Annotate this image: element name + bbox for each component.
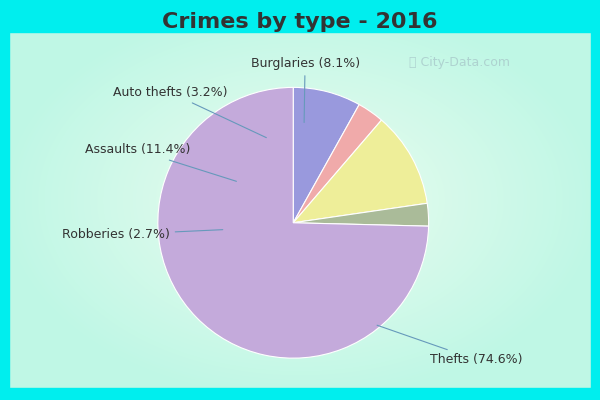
Text: Thefts (74.6%): Thefts (74.6%) bbox=[377, 325, 523, 366]
Wedge shape bbox=[158, 87, 428, 358]
Wedge shape bbox=[293, 104, 382, 223]
Bar bbox=[0, 0, 600, 32]
Wedge shape bbox=[293, 203, 428, 226]
Text: Assaults (11.4%): Assaults (11.4%) bbox=[85, 144, 236, 181]
Text: Burglaries (8.1%): Burglaries (8.1%) bbox=[251, 57, 359, 122]
Text: Auto thefts (3.2%): Auto thefts (3.2%) bbox=[113, 86, 266, 138]
Text: ⓘ City-Data.com: ⓘ City-Data.com bbox=[409, 56, 510, 69]
Text: Robberies (2.7%): Robberies (2.7%) bbox=[62, 228, 223, 241]
Bar bbox=[0, 0, 9, 400]
Wedge shape bbox=[293, 87, 359, 223]
Wedge shape bbox=[293, 120, 427, 223]
Bar bbox=[591, 0, 600, 400]
Text: Crimes by type - 2016: Crimes by type - 2016 bbox=[162, 12, 438, 32]
Bar bbox=[0, 388, 600, 400]
